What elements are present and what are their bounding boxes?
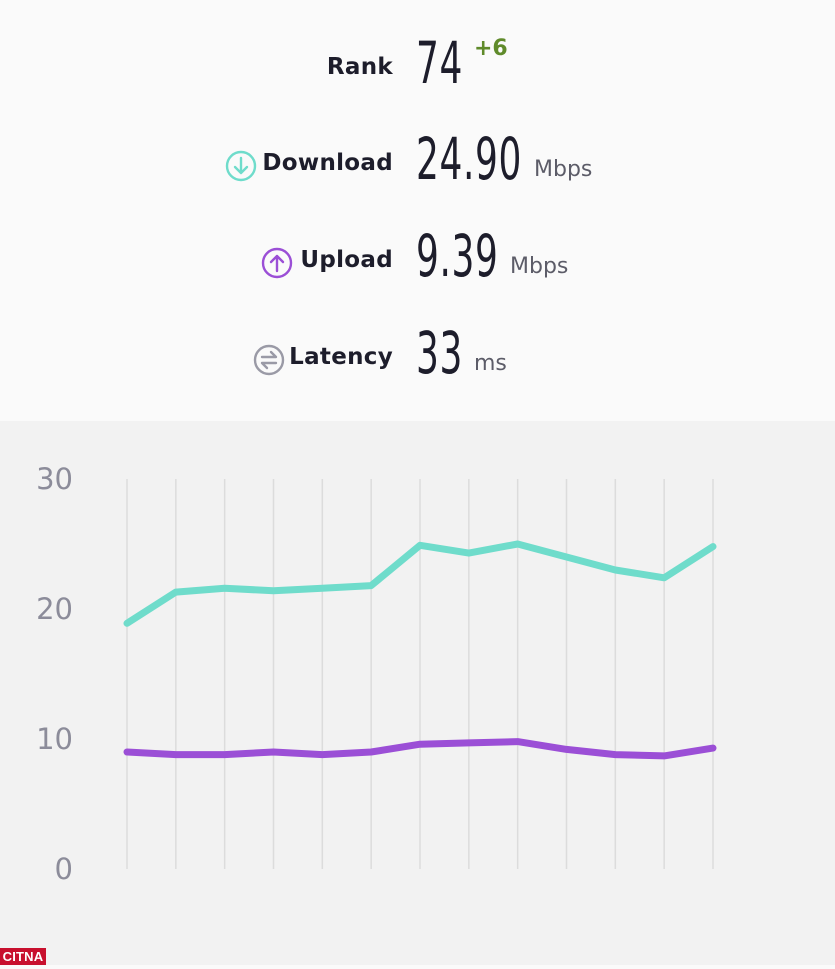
- results-panel: Rank 74 +6 Download 24.90 Mbps Upload 9.…: [0, 0, 835, 421]
- y-tick-label: 20: [36, 592, 73, 626]
- y-tick-label: 30: [36, 462, 73, 496]
- rank-delta: +6: [474, 36, 508, 61]
- series-line-0: [123, 540, 717, 627]
- chart-grid: [126, 479, 714, 869]
- speed-history-chart: 0 10 20 30: [0, 421, 835, 965]
- arrow-up-circle-icon: [261, 247, 293, 279]
- upload-unit: Mbps: [510, 254, 569, 279]
- chart-series: [123, 540, 717, 760]
- line-chart-svg: 0 10 20 30: [36, 462, 717, 886]
- download-label: Download: [262, 150, 393, 176]
- rank-value: 74: [416, 29, 464, 97]
- download-unit: Mbps: [534, 157, 593, 182]
- arrow-down-circle-icon: [225, 150, 257, 182]
- y-tick-label: 10: [36, 722, 73, 756]
- latency-label: Latency: [289, 344, 393, 370]
- latency-value: 33: [416, 319, 464, 387]
- rank-row: Rank 74 +6: [0, 12, 835, 92]
- latency-arrows-icon: [253, 344, 285, 376]
- y-tick-label: 0: [55, 852, 73, 886]
- y-axis: 0 10 20 30: [36, 462, 73, 886]
- latency-row: Latency 33 ms: [0, 302, 835, 382]
- upload-label: Upload: [300, 247, 393, 273]
- upload-row: Upload 9.39 Mbps: [0, 205, 835, 285]
- series-line-1: [123, 738, 717, 760]
- upload-value: 9.39: [416, 222, 499, 290]
- download-row: Download 24.90 Mbps: [0, 108, 835, 188]
- rank-label: Rank: [326, 54, 393, 80]
- download-value: 24.90: [416, 125, 523, 193]
- watermark-logo: CITNA: [0, 948, 46, 965]
- latency-unit: ms: [474, 351, 507, 376]
